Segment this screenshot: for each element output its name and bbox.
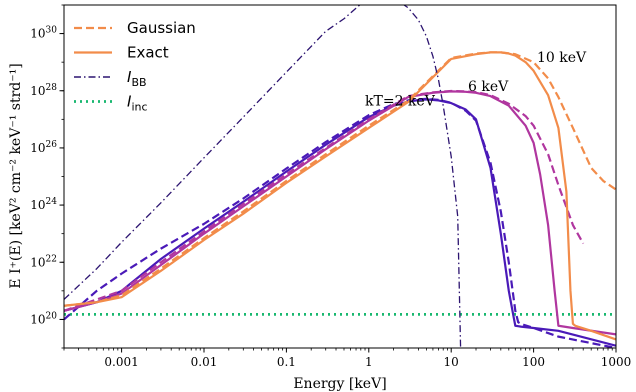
y-tick-label: 1024	[30, 197, 57, 212]
series-line-kT6-gaussian	[64, 89, 585, 312]
legend-label: Gaussian	[127, 19, 196, 37]
series-line-kT10-exact	[64, 51, 616, 341]
series-layer	[64, 5, 616, 348]
legend-label: IBB	[127, 68, 147, 89]
x-tick-label: 0.01	[191, 355, 218, 369]
annotation-label: kT=2 keV	[365, 94, 436, 110]
x-tick-label: 10	[444, 355, 459, 369]
ticks-layer: 0.001 0.01 0.1 1 10 100 1000 1020 1022 1024 1026 10…	[30, 4, 632, 369]
x-axis-title: Energy [keV]	[293, 376, 386, 392]
x-tick-label: 0.001	[104, 355, 138, 369]
annotation-label: 6 keV	[468, 79, 509, 95]
series-line-kT2-exact	[64, 98, 616, 347]
y-tick-label: 1026	[30, 140, 57, 155]
x-tick-label: 0.1	[277, 355, 296, 369]
y-axis-title: E I⁺(E) [keV² cm⁻² keV⁻¹ strd⁻¹]	[8, 63, 24, 288]
y-tick-label: 1030	[30, 26, 57, 41]
legend-label: Iinc	[127, 93, 148, 114]
x-tick-label: 100	[522, 355, 545, 369]
x-tick-label: 1000	[601, 355, 632, 369]
legend-label: Exact	[127, 44, 169, 62]
series-line-kT2-gaussian	[64, 97, 616, 348]
legend: Gaussian Exact IBB Iinc	[74, 19, 196, 114]
annotation-layer: 10 keV 6 keV kT=2 keV	[365, 50, 587, 110]
series-line-kT10-gaussian	[64, 51, 616, 307]
y-tick-label: 1022	[30, 254, 57, 269]
series-line-kT6-exact	[64, 90, 616, 336]
annotation-label: 10 keV	[537, 50, 587, 66]
x-tick-label: 1	[365, 355, 373, 369]
y-tick-label: 1020	[30, 311, 57, 326]
y-tick-label: 1028	[30, 83, 57, 98]
